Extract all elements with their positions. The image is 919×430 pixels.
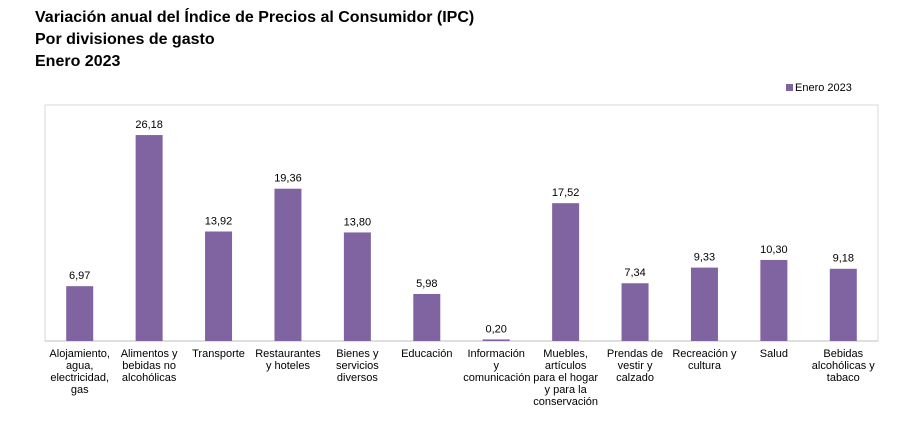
x-tick-label: Bebidas alcohólicas y tabaco: [811, 348, 875, 384]
bar: [343, 232, 371, 341]
data-label: 9,18: [833, 253, 854, 265]
data-label: 19,36: [274, 173, 302, 185]
x-tick-label: Alimentos y bebidas no alcohólicas: [120, 348, 178, 384]
data-label: 10,30: [760, 244, 788, 256]
x-tick-label: Alojamiento, agua, electricidad, gas: [49, 348, 110, 396]
data-label: 9,33: [694, 252, 715, 264]
x-tick-label: Salud: [759, 348, 788, 360]
x-tick-label: Transporte: [192, 348, 245, 360]
x-tick-label: Educación: [401, 348, 453, 360]
plot-area: [44, 104, 879, 342]
chart-subtitle: Enero 2023: [35, 53, 120, 70]
bar: [205, 231, 233, 341]
x-tick-label: Prendas de vestir y calzado: [606, 348, 664, 384]
legend-label: Enero 2023: [795, 82, 852, 94]
x-tick-label: Restaurantes y hoteles: [255, 348, 321, 372]
data-label: 5,98: [416, 278, 437, 290]
bar: [760, 259, 788, 341]
data-label: 0,20: [485, 323, 506, 335]
data-label: 13,92: [205, 215, 233, 227]
bar: [829, 268, 857, 341]
bar: [274, 188, 302, 341]
x-tick-label: Muebles, artículos para el hogar y para …: [533, 348, 599, 408]
data-label: 26,18: [135, 119, 163, 131]
data-label: 13,80: [344, 216, 372, 228]
bar: [690, 267, 718, 341]
bar: [66, 286, 94, 341]
data-label: 17,52: [552, 187, 580, 199]
chart-subtitle: Por divisiones de gasto: [35, 31, 215, 48]
bar: [621, 283, 649, 341]
legend-swatch: [786, 84, 793, 91]
bar: [413, 293, 441, 341]
x-tick-label: Información y comunicación: [463, 348, 531, 384]
bar: [482, 339, 510, 341]
chart-title: Variación anual del Índice de Precios al…: [35, 7, 474, 26]
x-tick-label: Recreación y cultura: [672, 348, 737, 372]
bar: [135, 135, 163, 341]
data-label: 6,97: [69, 270, 90, 282]
x-tick-label: Bienes y servicios diversos: [335, 348, 379, 384]
data-label: 7,34: [624, 267, 645, 279]
bar: [552, 203, 580, 341]
